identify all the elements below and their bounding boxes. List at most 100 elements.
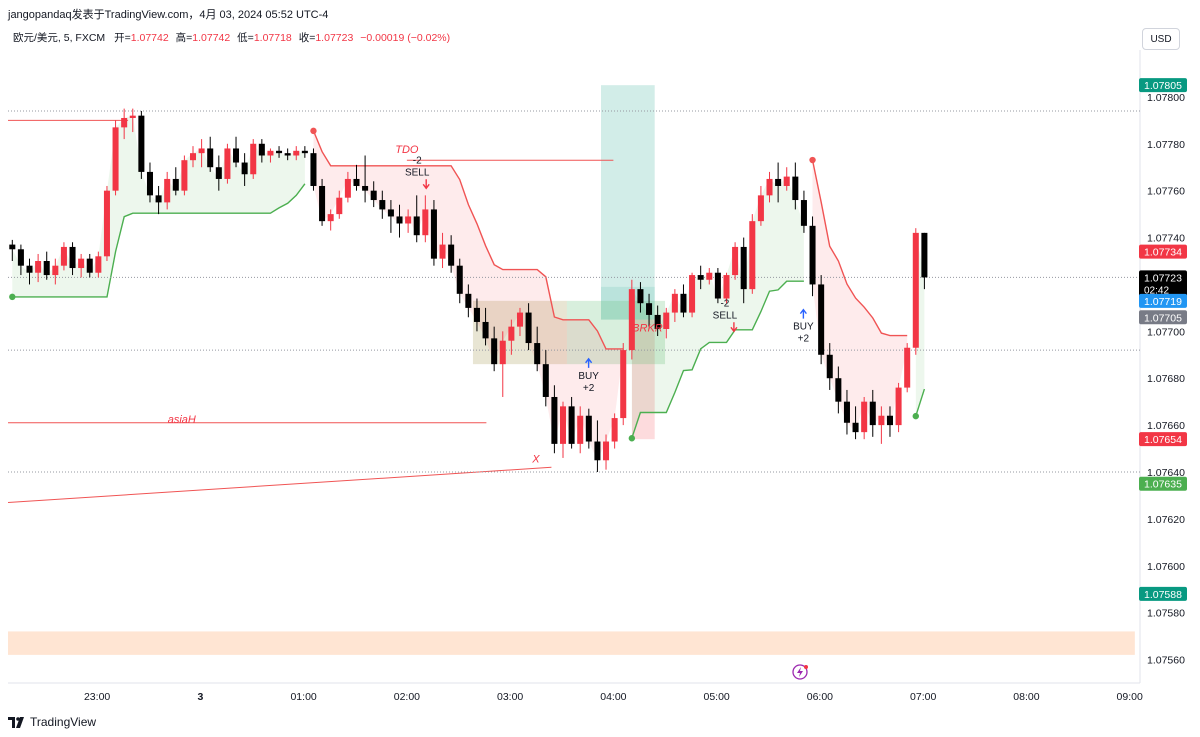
candle-body — [792, 176, 799, 201]
candle-body — [800, 200, 807, 226]
candle-body — [878, 415, 885, 426]
candle-body — [448, 244, 455, 266]
supertrend-down-fill — [812, 160, 908, 433]
candle-body — [189, 153, 197, 161]
candle — [542, 350, 549, 407]
candle — [181, 155, 188, 196]
candle-body — [336, 197, 343, 215]
candle-body — [146, 171, 153, 196]
candle-body — [138, 115, 145, 172]
candle-body — [895, 387, 902, 426]
signal-side-label: BUY — [578, 371, 599, 382]
supertrend-down-dot — [809, 156, 816, 164]
high-value: 1.07742 — [192, 32, 231, 44]
candle — [559, 401, 567, 458]
candle — [353, 164, 360, 191]
candle-body — [534, 343, 541, 365]
signal-side-label: BUY — [793, 322, 814, 333]
signal-count-label: +2 — [798, 334, 810, 345]
close-label: 收= — [298, 32, 316, 44]
time-tick-label: 04:00 — [600, 691, 626, 703]
candle — [499, 331, 506, 397]
candle — [680, 284, 687, 318]
candle-body — [843, 401, 850, 423]
candle — [904, 343, 911, 393]
candle-body — [43, 261, 50, 276]
price-axis-label-bg — [1139, 270, 1187, 297]
candle-body — [508, 326, 515, 341]
candle — [155, 185, 162, 215]
candle — [276, 146, 283, 158]
candle-body — [637, 289, 644, 304]
signal-count-label: +2 — [583, 383, 595, 394]
candle-body — [258, 143, 265, 156]
candle — [189, 146, 197, 168]
candle-body — [250, 143, 257, 175]
candle — [749, 214, 756, 294]
candle-body — [611, 418, 618, 442]
candle — [869, 389, 876, 437]
candle-body — [525, 312, 532, 344]
candle — [706, 268, 713, 285]
candle — [86, 253, 93, 278]
candle-body — [714, 272, 721, 299]
buy-arrow-icon — [799, 308, 807, 319]
candle-body — [559, 406, 567, 444]
candle — [577, 406, 584, 454]
candle — [637, 282, 644, 313]
candle-body — [344, 178, 351, 198]
candle — [129, 108, 136, 133]
tradingview-logo-text: TradingView — [30, 715, 97, 729]
candle — [336, 190, 343, 219]
candle-body — [155, 195, 162, 203]
price-axis-label-bg — [1139, 78, 1187, 93]
candle-body — [663, 312, 670, 329]
price-axis-label-bg — [1139, 310, 1187, 325]
candle — [9, 239, 16, 261]
candle-body — [818, 284, 825, 355]
price-axis-label-bg — [1139, 476, 1187, 491]
candle-body — [740, 246, 747, 290]
supertrend-down-line — [811, 159, 908, 337]
candle — [112, 120, 119, 196]
candle-body — [224, 148, 231, 179]
candle-body — [362, 185, 369, 191]
symbol-name[interactable]: 欧元/美元, 5, FXCM — [13, 32, 106, 44]
candle — [301, 146, 308, 158]
candle-body — [215, 167, 222, 179]
time-tick-label: 09:00 — [1117, 691, 1143, 703]
candle — [671, 289, 678, 322]
high-label: 高= — [175, 32, 193, 44]
price-axis-label-text: 1.07635 — [1144, 479, 1182, 491]
supertrend-up-line — [915, 388, 926, 417]
countdown-text: 02:42 — [1144, 285, 1169, 296]
tradingview-logo[interactable]: TradingView — [8, 715, 96, 729]
price-axis-label-text: 1.07588 — [1144, 589, 1182, 601]
candle-body — [319, 185, 326, 222]
signal-count-label: -2 — [413, 155, 422, 166]
annotation-label: TDO — [395, 144, 419, 156]
open-value: 1.07742 — [130, 32, 169, 44]
candle-body — [628, 289, 635, 351]
candle — [620, 343, 627, 426]
buy-arrow-icon — [585, 357, 593, 368]
price-axis-label-text: 1.07705 — [1144, 312, 1182, 324]
currency-button[interactable]: USD — [1142, 28, 1180, 50]
candle-body — [499, 340, 506, 365]
candle-body — [327, 214, 334, 222]
candle — [95, 251, 102, 278]
time-tick-label: 05:00 — [704, 691, 730, 703]
candle — [732, 242, 739, 280]
candle — [379, 190, 386, 219]
candle — [611, 413, 618, 449]
candle-body — [35, 261, 42, 273]
trend-line — [7, 466, 552, 503]
candle-body — [284, 153, 291, 156]
candle-body — [766, 178, 773, 196]
candle-body — [121, 117, 128, 128]
candle-body — [697, 275, 704, 280]
candle — [912, 228, 919, 355]
candle — [689, 272, 696, 318]
